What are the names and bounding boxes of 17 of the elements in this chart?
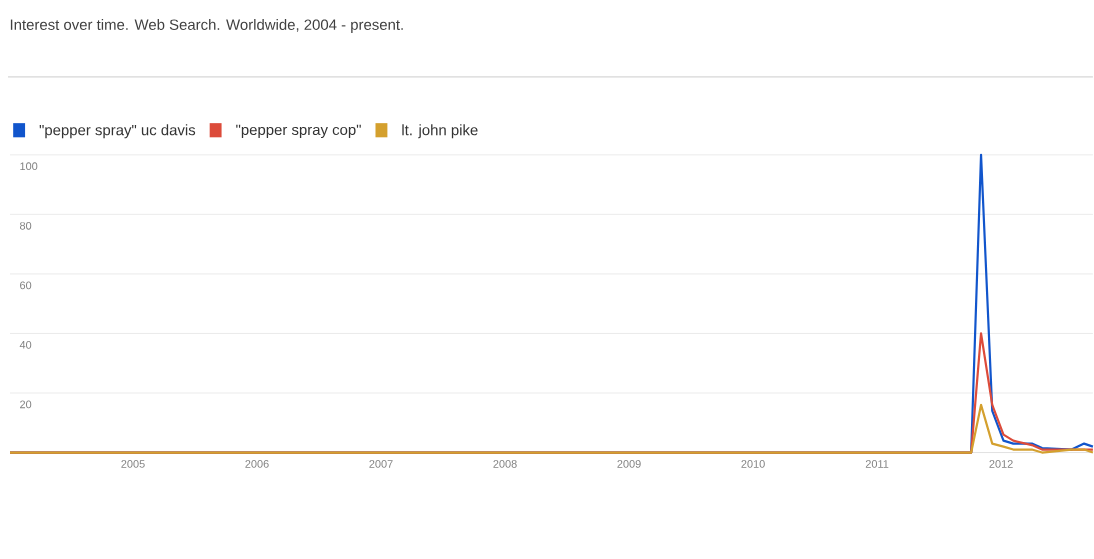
x-tick-label: 2012 <box>989 459 1013 468</box>
x-tick-label: 2007 <box>369 459 393 468</box>
x-tick-label: 2008 <box>493 459 517 468</box>
x-tick-label: 2011 <box>865 459 889 468</box>
x-tick-label: 2009 <box>617 459 641 468</box>
y-tick-label: 100 <box>20 162 38 170</box>
x-tick-label: 2005 <box>121 459 145 468</box>
y-tick-label: 40 <box>19 340 32 349</box>
x-tick-label: 2006 <box>245 459 269 468</box>
legend-label: lt. john pike <box>402 124 478 139</box>
y-tick-label: 80 <box>19 221 32 230</box>
legend-label: "pepper spray cop" <box>236 124 361 138</box>
y-tick-label: 20 <box>20 400 32 409</box>
chart-title: Interest over time. Web Search. Worldwide, 2004 - present. <box>10 18 403 33</box>
legend-label: "pepper spray" uc davis <box>39 124 196 139</box>
x-tick-label: 2010 <box>741 459 765 468</box>
y-tick-label: 60 <box>20 281 32 289</box>
